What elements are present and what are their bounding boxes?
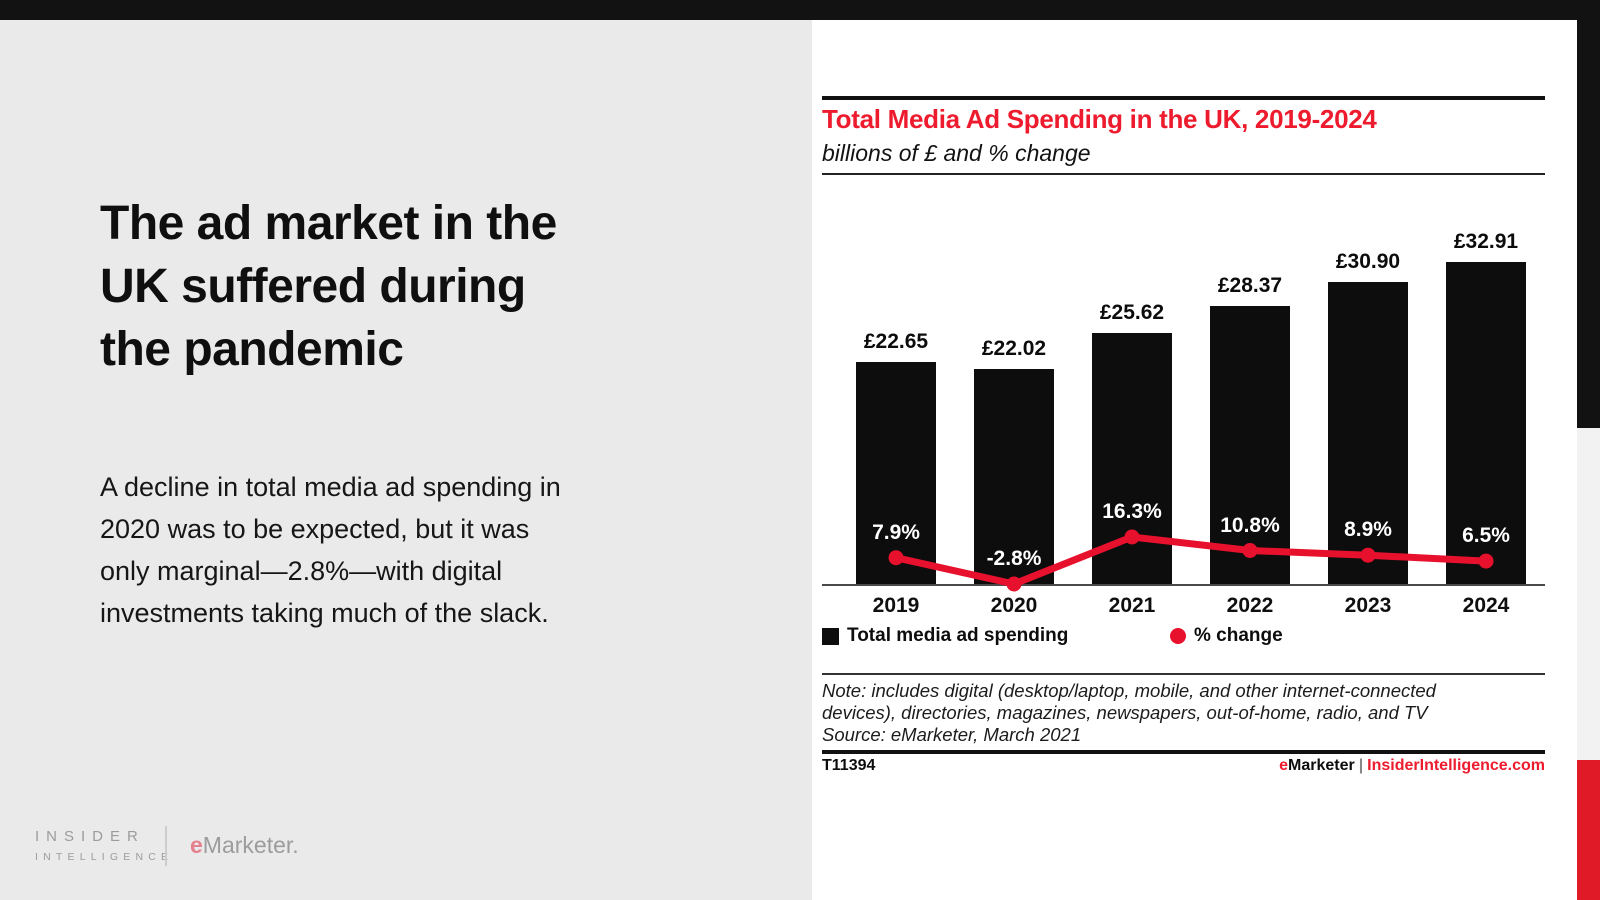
pct-change-line-layer: [888, 529, 1494, 592]
text-panel: The ad market in the UK suffered during th…: [0, 20, 812, 900]
chart-subtitle: billions of £ and % change: [822, 140, 1091, 166]
slide-title: The ad market in the UK suffered during th…: [100, 192, 740, 381]
logo-divider: [165, 826, 167, 866]
year-label: 2022: [1226, 594, 1274, 617]
slide-body-line: only marginal—2.8%—with digital: [100, 556, 503, 586]
slide-body-line: A decline in total media ad spending in: [100, 472, 561, 502]
slide-body: A decline in total media ad spending in 2…: [100, 466, 660, 634]
legend-item: % change: [1170, 624, 1283, 648]
legend-label: Total media ad spending: [847, 625, 1069, 646]
bar-2020: [974, 368, 1054, 584]
chart-card: Total Media Ad Spending in the UK, 2019-…: [822, 20, 1545, 900]
legend-swatch-square: [822, 627, 839, 645]
pct-change-marker: [1478, 553, 1494, 569]
slide-body-line: investments taking much of the slack.: [100, 598, 549, 628]
insider-intelligence-logo: INSIDER INTELLIGENCE: [35, 828, 395, 863]
chart-note: Note: includes digital (desktop/laptop, …: [822, 680, 1545, 746]
bar-value-label: £22.65: [863, 330, 929, 354]
legend-label: % change: [1194, 625, 1283, 646]
pct-change-marker: [1360, 547, 1376, 563]
bar-2024: [1446, 262, 1526, 584]
brand-footer: INSIDER INTELLIGENCE eMarketer.: [35, 826, 395, 888]
note-line: Note: includes digital (desktop/laptop, …: [822, 680, 1436, 701]
year-label: 2019: [872, 594, 920, 617]
right-accent-strip-red: [1577, 760, 1600, 900]
rule-top-thick: [822, 96, 1545, 100]
footer-separator: |: [1358, 757, 1364, 774]
legend-swatch-circle: [1170, 628, 1186, 644]
bar-2023: [1328, 281, 1408, 584]
pct-change-line: [892, 533, 1490, 588]
insider-logo-line1: INSIDER: [35, 828, 145, 845]
rule-under-subtitle: [822, 173, 1545, 175]
x-axis-line: [822, 584, 1545, 586]
bar-2022: [1210, 306, 1290, 584]
chart-legend: Total media ad spending % change: [822, 624, 1545, 648]
bar-line-plot: £22.65 7.9% 2019 £22.02 -2.8% 2020 £25.62 16.3%…: [822, 180, 1545, 624]
slide-body-line: 2020 was to be expected, but it was: [100, 514, 530, 544]
pct-change-marker: [1242, 543, 1258, 558]
pct-change-label: 16.3%: [1102, 499, 1162, 523]
chart-footer-brands: eMarketer | InsiderIntelligence.com: [1279, 757, 1545, 775]
pct-change-label: -2.8%: [986, 547, 1042, 570]
rule-above-footer: [822, 750, 1545, 754]
chart-title: Total Media Ad Spending in the UK, 2019-…: [822, 104, 1377, 134]
legend-item: Total media ad spending: [822, 624, 1068, 648]
pct-change-label: 6.5%: [1462, 524, 1510, 548]
year-label: 2023: [1344, 594, 1392, 617]
bar-value-label: £32.91: [1453, 230, 1519, 253]
year-label: 2024: [1462, 594, 1510, 617]
slide-title-line: UK suffered during: [100, 260, 526, 313]
insider-logo-line2: INTELLIGENCE: [35, 851, 174, 863]
pct-change-marker: [1124, 529, 1140, 545]
bar-value-label: £25.62: [1099, 301, 1165, 325]
note-line: devices), directories, magazines, newspa…: [822, 702, 1428, 723]
emarketer-logo: eMarketer.: [190, 832, 299, 859]
pct-change-label: 7.9%: [872, 520, 920, 544]
note-line: Source: eMarketer, March 2021: [822, 724, 1082, 745]
right-accent-strip-black: [1577, 20, 1600, 428]
slide-title-line: the pandemic: [100, 323, 404, 376]
pct-change-marker: [1006, 576, 1022, 592]
pct-change-marker: [888, 550, 904, 566]
footer-site-link: InsiderIntelligence.com: [1367, 757, 1545, 774]
right-accent-strip-gray: [1577, 428, 1600, 760]
bar-value-label: £28.37: [1217, 274, 1283, 298]
top-accent-bar: [0, 0, 1600, 20]
chart-id: T11394: [822, 757, 876, 774]
footer-emarketer-e: e: [1279, 757, 1288, 774]
slide-title-line: The ad market in the: [100, 197, 557, 250]
chart-footer: T11394 eMarketer | InsiderIntelligence.com: [822, 757, 1545, 779]
bar-value-label: £22.02: [981, 336, 1047, 360]
bar-value-label: £30.90: [1335, 249, 1401, 273]
year-label: 2021: [1108, 594, 1156, 617]
emarketer-logo-text: Marketer.: [202, 832, 299, 858]
pct-change-label: 8.9%: [1344, 518, 1392, 542]
chart-panel: Total Media Ad Spending in the UK, 2019-…: [812, 20, 1577, 900]
footer-emarketer-text: Marketer: [1287, 757, 1355, 774]
rule-above-note: [822, 673, 1545, 675]
bar-2019: [856, 362, 936, 584]
pct-change-label: 10.8%: [1220, 513, 1280, 537]
emarketer-logo-e: e: [190, 832, 203, 858]
year-label: 2020: [990, 594, 1038, 617]
